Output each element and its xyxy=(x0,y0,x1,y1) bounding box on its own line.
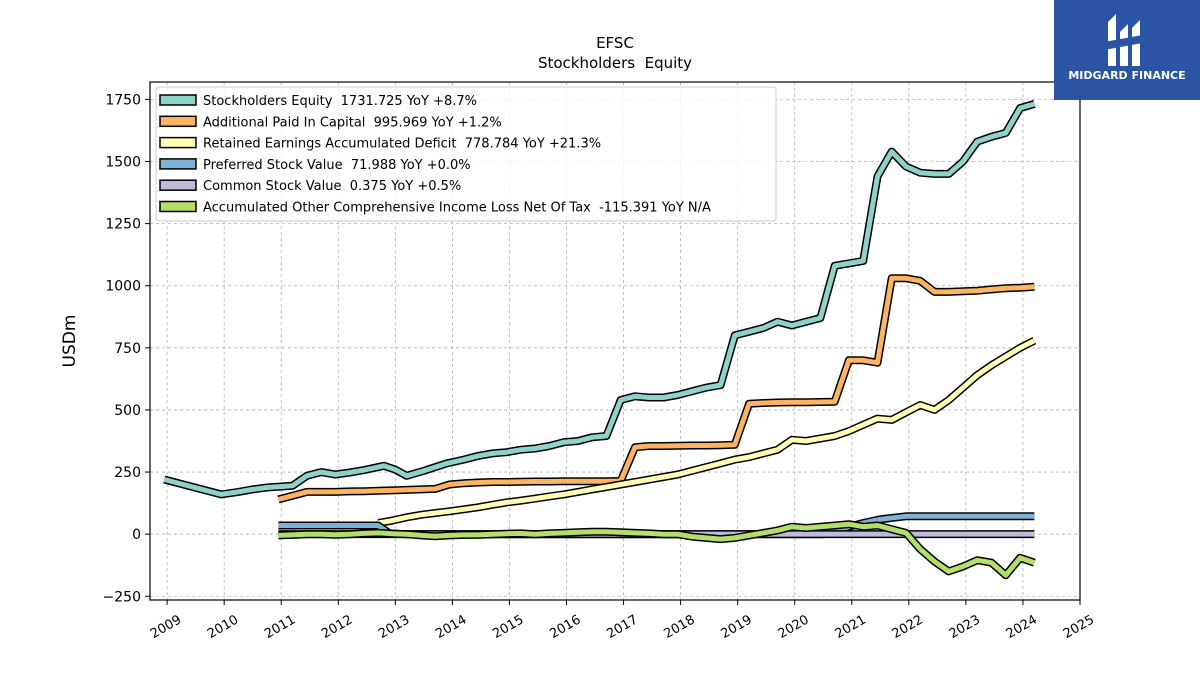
x-tick-label: 2010 xyxy=(205,612,241,642)
series-line xyxy=(278,521,1036,578)
y-axis-label: USDm xyxy=(60,315,80,368)
legend-swatch xyxy=(159,158,197,170)
legend-label: Accumulated Other Comprehensive Income L… xyxy=(203,201,711,216)
y-tick-label: 1500 xyxy=(105,155,141,171)
legend-swatch xyxy=(159,179,197,191)
y-tick-label: 1250 xyxy=(105,217,141,233)
legend-label: Common Stock Value 0.375 YoY +0.5% xyxy=(203,179,461,194)
legend-label: Stockholders Equity 1731.725 YoY +8.7% xyxy=(203,94,477,109)
x-tick-label: 2020 xyxy=(776,612,812,642)
x-tick-label: 2022 xyxy=(890,612,926,642)
series-line xyxy=(163,101,1036,497)
plot-area-frame xyxy=(149,81,1081,601)
x-tick-label: 2015 xyxy=(490,612,526,642)
series-5 xyxy=(278,520,1036,580)
series-0 xyxy=(163,100,1036,499)
y-tick-label: 250 xyxy=(114,465,141,481)
series-lines xyxy=(163,100,1037,580)
x-tick-label: 2012 xyxy=(319,612,355,642)
y-axis: −250 0 250 500 750 1000 1250 1500 1750 xyxy=(103,92,150,605)
x-tick-label: 2014 xyxy=(433,612,469,642)
legend-swatch xyxy=(159,115,197,128)
legend-swatch xyxy=(159,136,197,149)
y-tick-label: 1000 xyxy=(105,279,141,295)
series-line xyxy=(277,275,1035,502)
x-tick-label: 2019 xyxy=(719,612,755,642)
x-tick-label: 2013 xyxy=(376,612,412,642)
chart-title: EFSC xyxy=(596,34,634,52)
x-tick-label: 2016 xyxy=(547,612,583,642)
series-2 xyxy=(377,337,1037,527)
brand-logo: MIDGARD FINANCE xyxy=(1054,0,1200,100)
x-tick-label: 2017 xyxy=(604,612,640,642)
legend-label: Preferred Stock Value 71.988 YoY +0.0% xyxy=(203,158,471,173)
legend-swatch xyxy=(159,94,197,106)
series-1 xyxy=(277,274,1035,504)
y-tick-label: 750 xyxy=(114,341,141,357)
legend-swatch xyxy=(159,200,197,213)
legend-label: Retained Earnings Accumulated Deficit 77… xyxy=(203,137,601,152)
y-tick-label: 500 xyxy=(114,403,141,419)
logo-mark-icon xyxy=(1104,14,1148,66)
legend-box xyxy=(155,86,777,222)
y-tick-label: −250 xyxy=(103,589,141,605)
brand-name: MIDGARD FINANCE xyxy=(1068,69,1186,82)
y-tick-label: 0 xyxy=(132,527,141,543)
series-line xyxy=(377,338,1036,526)
x-tick-label: 2009 xyxy=(148,612,184,642)
x-axis: 2009 2010 2011 2012 2013 2014 2015 2016 2017 2018… xyxy=(148,600,1097,642)
chart-subtitle: Stockholders Equity xyxy=(538,54,692,72)
x-tick-label: 2018 xyxy=(661,612,697,642)
series-line-outline xyxy=(377,337,1037,527)
legend-label: Additional Paid In Capital 995.969 YoY +… xyxy=(203,115,502,130)
legend: Stockholders Equity 1731.725 YoY +8.7% Ad… xyxy=(155,86,777,222)
x-tick-label: 2021 xyxy=(833,612,869,642)
x-tick-label: 2011 xyxy=(262,612,298,642)
x-tick-label: 2023 xyxy=(947,612,983,642)
x-tick-label: 2025 xyxy=(1061,612,1097,642)
y-tick-label: 1750 xyxy=(105,92,141,108)
x-tick-label: 2024 xyxy=(1004,612,1040,642)
